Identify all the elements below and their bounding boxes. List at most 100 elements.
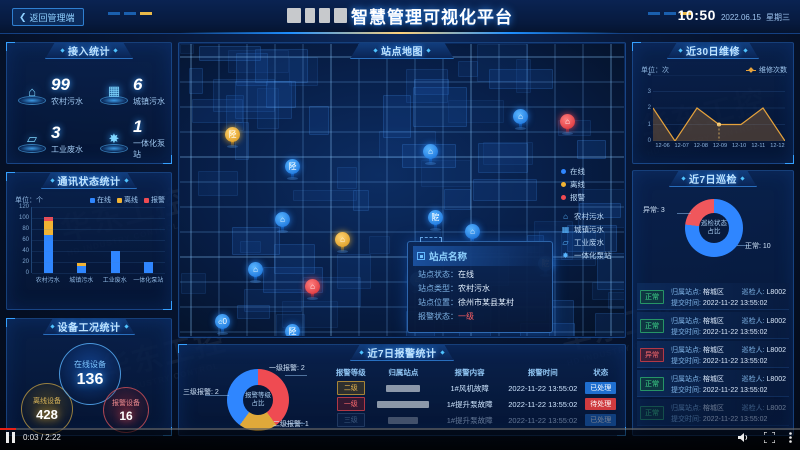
bar-column[interactable] (65, 207, 98, 273)
list-item[interactable]: 异常 归属站点: 榕城区 巡检人: L8002 提交时间: 2022-11-22 13… (637, 341, 789, 368)
inspection-row-time: 提交时间: 2022-11-22 13:55:02 (671, 416, 768, 423)
y-axis: 0 20 40 60 80 100 120 (18, 204, 29, 276)
map-station-pin[interactable]: 陉 (285, 324, 300, 336)
x-axis-label: 12-11 (751, 143, 766, 149)
inspection-list[interactable]: 正常 归属站点: 榕城区 巡检人: L8002 提交时间: 2022-11-22 13… (637, 283, 789, 433)
inspection-panel: 近7日巡检 巡检状态 占比 异常: 3 正常: 10 正常 归属站点: 榕城区 巡检… (632, 170, 794, 436)
map-block (188, 68, 204, 95)
map-station-pin[interactable]: ⌂ (423, 144, 438, 165)
legend-item: 报警 (144, 195, 165, 205)
kebab-menu-icon[interactable] (789, 432, 792, 443)
x-axis-label: 12-07 (674, 143, 689, 149)
x-axis-labels: 农村污水 城镇污水 工业废水 一体化泵站 (31, 275, 165, 284)
table-row[interactable]: 二级 1#风机故障 2022-11-22 13:55:02 已处理 (331, 380, 619, 396)
panel-title: 设备工况统计 (43, 318, 135, 335)
inspection-donut: 巡检状态 占比 异常: 3 正常: 10 (633, 191, 793, 283)
map-road (180, 181, 624, 183)
status-badge: 已处理 (585, 382, 617, 394)
building-icon: ▦ (99, 76, 129, 106)
map-station-pin[interactable]: 陉 (225, 127, 240, 148)
map-station-pin[interactable]: ⌂ (335, 232, 350, 253)
bar-segment (44, 234, 54, 273)
access-item[interactable]: ⌂ 99 农村污水 (7, 67, 89, 115)
map-station-pin[interactable]: ⌂ (248, 262, 263, 283)
map-station-pin[interactable]: င0 (215, 314, 230, 335)
map-block (477, 143, 528, 174)
popup-title: 站点名称 (429, 252, 468, 263)
app-header: ❮ 返回管理端 智慧管理可视化平台 10:50 2022.06.15 星期三 (0, 0, 800, 34)
x-axis-label: 工业废水 (102, 278, 127, 284)
list-item[interactable]: 正常 归属站点: 榕城区 巡检人: L8002 提交时间: 2022-11-22 13… (637, 283, 789, 310)
redacted-station (388, 417, 419, 425)
fullscreen-icon[interactable] (764, 432, 775, 443)
video-progress-bar[interactable] (0, 428, 800, 430)
map-station-pin[interactable]: ⌂ (560, 114, 575, 135)
status-badge: 已处理 (585, 414, 617, 426)
map-block (232, 226, 280, 256)
map-block (476, 44, 529, 82)
popup-row: 站点位置： 徐州市某县某村 (418, 298, 514, 307)
device-bubbles: 离线设备 428 在线设备 136 报警设备 16 (7, 339, 171, 437)
map-station-pin[interactable]: ⌂ (305, 279, 320, 300)
map-block (180, 272, 206, 294)
map-block (293, 189, 357, 202)
popup-row: 站点状态： 在线 (418, 270, 474, 279)
volume-icon[interactable] (738, 432, 750, 443)
map-road (180, 256, 624, 258)
back-to-admin-button[interactable]: ❮ 返回管理端 (12, 8, 84, 26)
station-info-popup[interactable]: 站点名称 站点状态： 在线 站点类型： 农村污水 站点位置： 徐州市某县某村 报警状态… (407, 237, 553, 333)
popup-row: 报警状态： 一级 (418, 312, 474, 321)
map-station-pin[interactable]: ⌂ (513, 109, 528, 130)
chart-unit-label: 单位：个 (15, 197, 43, 204)
station-map-panel[interactable]: ⌂阸⌂陉⌂⌂陉⌂⌂⌂င0陉⌂阸⌂ 站点地图 在线 离线 报警 ⌂农村污水 ▦城镇… (178, 42, 626, 338)
bar-column[interactable] (99, 207, 132, 273)
access-item[interactable]: ▱ 3 工业废水 (7, 115, 89, 163)
access-item[interactable]: ▦ 6 城镇污水 (89, 67, 171, 115)
map-road (180, 331, 624, 333)
access-item-label: 城镇污水 (133, 96, 165, 106)
map-road (554, 44, 556, 336)
map-block (282, 300, 338, 328)
map-road (218, 44, 220, 336)
online-device-value: 136 (76, 371, 104, 388)
map-block (414, 79, 449, 96)
map-legend-status-item: 离线 (561, 178, 619, 191)
map-legend-status-item: 报警 (561, 191, 619, 204)
alarm-time: 2022-11-22 13:55:02 (508, 399, 578, 409)
clock-time: 10:50 (677, 7, 716, 23)
map-block (352, 190, 370, 212)
x-axis-label: 农村污水 (35, 278, 60, 284)
map-block (244, 289, 302, 312)
chart-legend: 在线 离线 报警 (90, 195, 165, 205)
list-item[interactable]: 正常 归属站点: 榕城区 巡检人: L8002 提交时间: 2022-11-22 13… (637, 312, 789, 339)
donut-label: 二级报警: 1 (273, 421, 309, 428)
table-row[interactable]: 一级 1#提升泵故障 2022-11-22 13:55:02 待处理 (331, 396, 619, 412)
x-axis-label: 城镇污水 (69, 278, 94, 284)
map-road (302, 44, 304, 336)
bar-segment (44, 220, 54, 235)
table-row[interactable]: 三级 1#提升泵故障 2022-11-22 13:55:02 已处理 (331, 412, 619, 428)
map-road (180, 231, 624, 233)
donut-label: 一级报警: 2 (269, 365, 305, 372)
list-item[interactable]: 正常 归属站点: 榕城区 巡检人: L8002 提交时间: 2022-11-22 13… (637, 399, 789, 426)
pause-icon[interactable] (6, 432, 15, 443)
bar-column[interactable] (132, 207, 165, 273)
map-station-pin[interactable]: 陉 (285, 159, 300, 180)
x-axis-label: 12-09 (712, 143, 728, 149)
donut-label-abnormal: 异常: 3 (643, 207, 665, 214)
map-station-pin[interactable]: ⌂ (275, 212, 290, 233)
video-player-controls[interactable]: 0:03 / 2:22 (0, 428, 800, 450)
list-item[interactable]: 正常 归属站点: 榕城区 巡检人: L8002 提交时间: 2022-11-22 13… (637, 370, 789, 397)
alarm-device-bubble[interactable]: 报警设备 16 (103, 387, 149, 433)
panel-title: 近7日报警统计 (350, 344, 454, 361)
access-item-label: 工业废水 (51, 144, 83, 154)
map-canvas[interactable]: ⌂阸⌂陉⌂⌂陉⌂⌂⌂င0陉⌂阸⌂ (180, 44, 624, 336)
table-header-row: 报警等级 归属站点 报警内容 报警时间 状态 (335, 368, 609, 377)
map-station-pin[interactable]: 阸 (428, 210, 443, 231)
map-legend-status-item: 在线 (561, 165, 619, 178)
bar-column[interactable] (32, 207, 65, 273)
access-item[interactable]: ✸ 1 一体化泵站 (89, 115, 171, 163)
x-axis-labels: 12-06 12-07 12-08 12-09 12-10 12-11 12-12 (653, 143, 787, 149)
